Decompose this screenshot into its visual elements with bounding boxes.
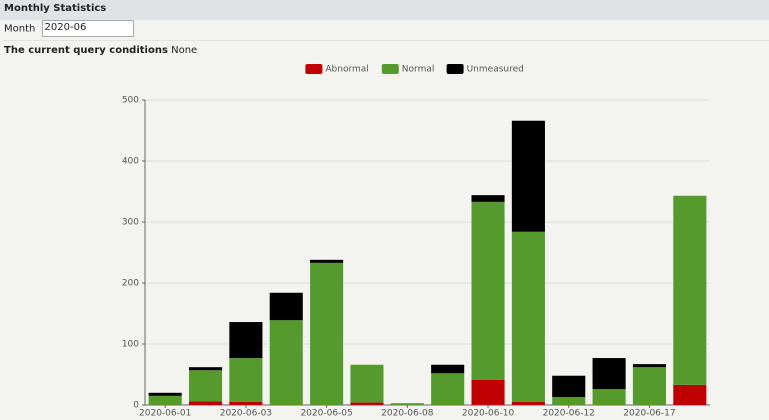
filter-label: Month xyxy=(4,23,36,35)
x-tick-label: 2020-06-17 xyxy=(623,409,675,419)
legend-swatch xyxy=(305,64,323,74)
y-tick-label: 0 xyxy=(133,401,139,411)
bar-segment xyxy=(632,367,667,405)
y-tick-label: 200 xyxy=(122,279,139,289)
header-title: Monthly Statistics xyxy=(0,0,769,20)
legend-swatch xyxy=(381,64,399,74)
query: The current query conditions None xyxy=(4,45,197,56)
bar-segment xyxy=(511,401,545,405)
bar-segment xyxy=(310,262,344,405)
legend-label: Normal xyxy=(402,65,435,75)
bar-segment xyxy=(471,195,505,202)
x-tick-label: 2020-06-03 xyxy=(220,409,272,419)
bar-segment xyxy=(632,364,667,368)
bar-segment xyxy=(269,292,303,321)
query-value: None xyxy=(171,45,198,56)
y-tick-label: 300 xyxy=(122,218,139,228)
bar-segment xyxy=(148,395,182,405)
bar-segment xyxy=(229,358,263,402)
x-tick-label: 2020-06-01 xyxy=(139,409,191,419)
bar-segment xyxy=(188,370,223,402)
bar-segment xyxy=(673,195,707,385)
bar-segment xyxy=(350,402,384,405)
bar-segment xyxy=(310,259,344,263)
bar-segment xyxy=(148,392,182,396)
bar-segment xyxy=(511,120,545,232)
bar-segment xyxy=(229,322,263,359)
x-tick-label: 2020-06-05 xyxy=(300,409,352,419)
bar-segment xyxy=(431,373,465,405)
legend-label: Abnormal xyxy=(325,65,368,75)
bar-segment xyxy=(673,384,707,405)
bar-segment xyxy=(188,401,223,405)
bar-segment xyxy=(269,320,303,405)
bar-segment xyxy=(552,397,586,405)
bar-segment xyxy=(431,364,465,374)
bar-segment xyxy=(229,401,263,405)
legend-label: Unmeasured xyxy=(467,65,524,75)
bar-segment xyxy=(552,375,586,398)
filter-row: Month 2020-06 xyxy=(4,20,769,41)
x-tick-label: 2020-06-10 xyxy=(462,409,515,419)
bar-segment xyxy=(592,358,626,390)
x-tick-label: 2020-06-12 xyxy=(543,409,595,419)
bar-segment xyxy=(511,231,545,402)
bar-segment xyxy=(471,201,505,380)
query-label: The current query conditions xyxy=(4,45,168,56)
x-tick-label: 2020-06-08 xyxy=(381,409,434,419)
month-input[interactable]: 2020-06 xyxy=(41,20,134,37)
y-tick-label: 500 xyxy=(122,96,139,106)
y-tick-label: 100 xyxy=(122,340,139,350)
bar-segment xyxy=(350,364,384,403)
bar-segment xyxy=(471,379,505,405)
bar-segment xyxy=(390,403,424,405)
bar-segment xyxy=(592,389,626,405)
y-tick-label: 400 xyxy=(122,157,139,167)
legend-swatch xyxy=(446,64,464,74)
bar-segment xyxy=(188,367,223,371)
